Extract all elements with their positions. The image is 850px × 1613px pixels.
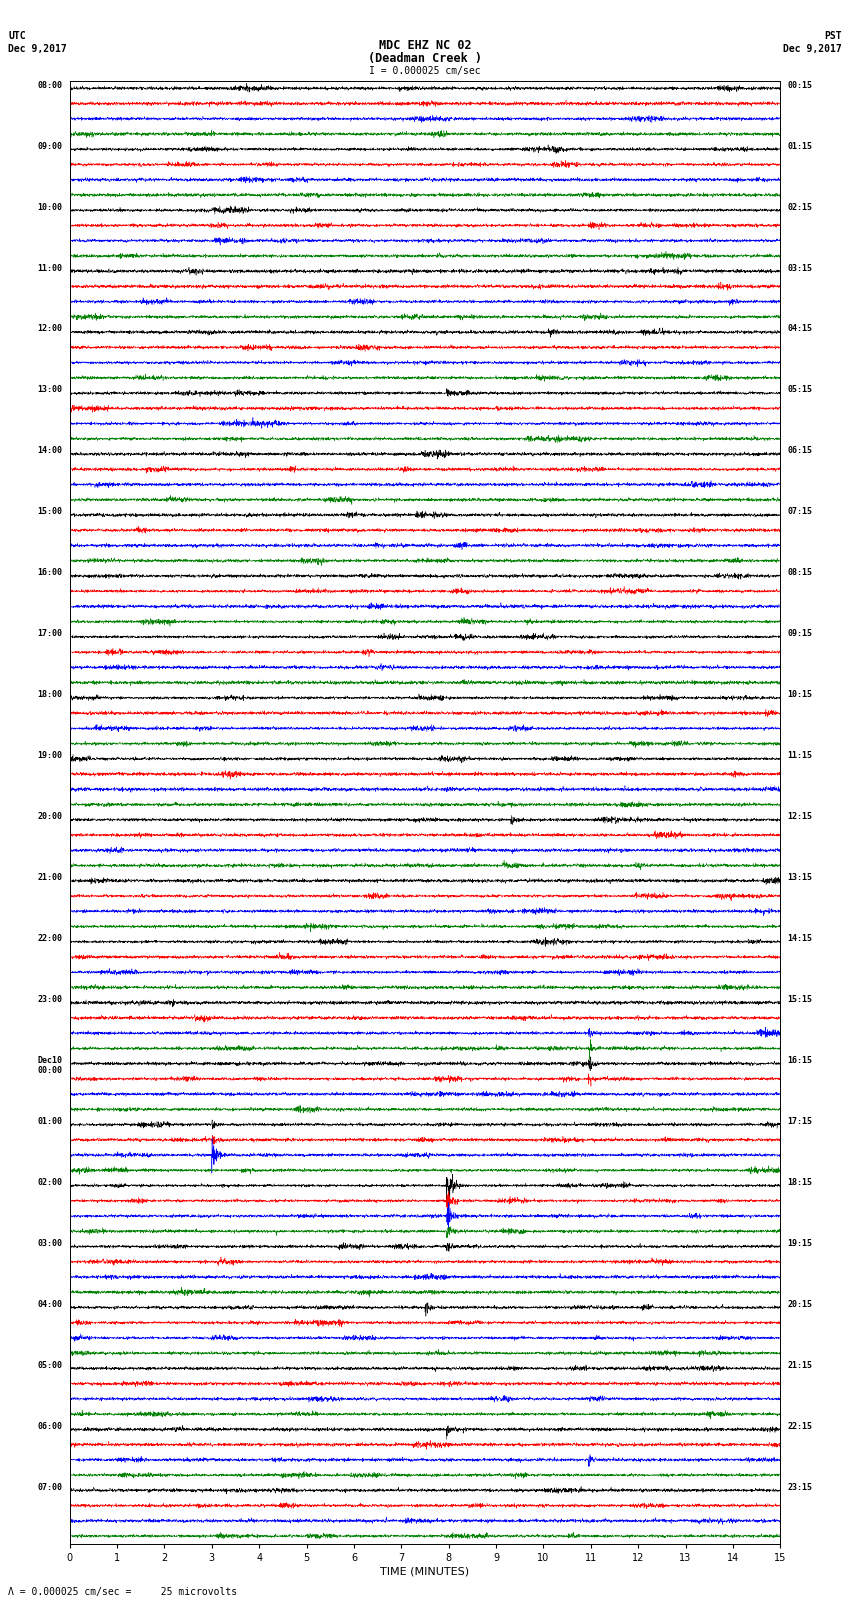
Text: 23:00: 23:00: [37, 995, 63, 1003]
Text: 14:15: 14:15: [787, 934, 813, 944]
Text: 01:15: 01:15: [787, 142, 813, 150]
Text: 11:00: 11:00: [37, 263, 63, 273]
Text: 22:00: 22:00: [37, 934, 63, 944]
Text: 09:15: 09:15: [787, 629, 813, 639]
Text: 22:15: 22:15: [787, 1421, 813, 1431]
Text: 18:15: 18:15: [787, 1177, 813, 1187]
Text: 01:00: 01:00: [37, 1116, 63, 1126]
Text: 04:00: 04:00: [37, 1300, 63, 1308]
Text: 06:00: 06:00: [37, 1421, 63, 1431]
Text: Λ = 0.000025 cm/sec =     25 microvolts: Λ = 0.000025 cm/sec = 25 microvolts: [8, 1587, 238, 1597]
Text: 20:15: 20:15: [787, 1300, 813, 1308]
Text: MDC EHZ NC 02: MDC EHZ NC 02: [379, 39, 471, 52]
Text: 15:15: 15:15: [787, 995, 813, 1003]
Text: 21:00: 21:00: [37, 873, 63, 882]
Text: 07:00: 07:00: [37, 1482, 63, 1492]
Text: Dec 9,2017: Dec 9,2017: [783, 44, 842, 53]
Text: 05:15: 05:15: [787, 386, 813, 395]
Text: 19:15: 19:15: [787, 1239, 813, 1248]
Text: 23:15: 23:15: [787, 1482, 813, 1492]
Text: PST: PST: [824, 31, 842, 40]
Text: 10:15: 10:15: [787, 690, 813, 698]
Text: 18:00: 18:00: [37, 690, 63, 698]
Text: 11:15: 11:15: [787, 752, 813, 760]
Text: 13:15: 13:15: [787, 873, 813, 882]
Text: 20:00: 20:00: [37, 813, 63, 821]
Text: 06:15: 06:15: [787, 447, 813, 455]
Text: 13:00: 13:00: [37, 386, 63, 395]
Text: (Deadman Creek ): (Deadman Creek ): [368, 52, 482, 65]
Text: 08:15: 08:15: [787, 568, 813, 577]
Text: 19:00: 19:00: [37, 752, 63, 760]
Text: 02:15: 02:15: [787, 203, 813, 211]
Text: 14:00: 14:00: [37, 447, 63, 455]
Text: 21:15: 21:15: [787, 1361, 813, 1369]
Text: Dec 9,2017: Dec 9,2017: [8, 44, 67, 53]
Text: 16:15: 16:15: [787, 1057, 813, 1065]
Text: 12:00: 12:00: [37, 324, 63, 334]
Text: 00:15: 00:15: [787, 81, 813, 90]
Text: 17:15: 17:15: [787, 1116, 813, 1126]
Text: 03:15: 03:15: [787, 263, 813, 273]
Text: 04:15: 04:15: [787, 324, 813, 334]
Text: 07:15: 07:15: [787, 508, 813, 516]
Text: I = 0.000025 cm/sec: I = 0.000025 cm/sec: [369, 66, 481, 76]
Text: Dec10
00:00: Dec10 00:00: [37, 1057, 63, 1076]
Text: 08:00: 08:00: [37, 81, 63, 90]
Text: 15:00: 15:00: [37, 508, 63, 516]
Text: 16:00: 16:00: [37, 568, 63, 577]
Text: 09:00: 09:00: [37, 142, 63, 150]
Text: 05:00: 05:00: [37, 1361, 63, 1369]
Text: UTC: UTC: [8, 31, 26, 40]
Text: 17:00: 17:00: [37, 629, 63, 639]
Text: 03:00: 03:00: [37, 1239, 63, 1248]
X-axis label: TIME (MINUTES): TIME (MINUTES): [381, 1566, 469, 1578]
Text: 02:00: 02:00: [37, 1177, 63, 1187]
Text: 12:15: 12:15: [787, 813, 813, 821]
Text: 10:00: 10:00: [37, 203, 63, 211]
